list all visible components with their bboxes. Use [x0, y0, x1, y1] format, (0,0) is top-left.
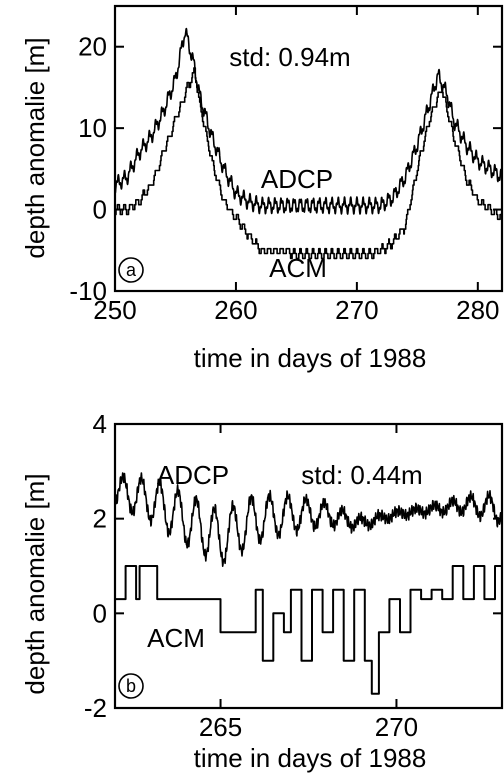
- series-acm-line: [115, 565, 503, 695]
- y-tick-label: 20: [78, 32, 107, 62]
- panel-b-xlabel: time in days of 1988: [194, 743, 427, 773]
- panel-b-adcp-label: ADCP: [157, 460, 229, 490]
- panel-b: depth anomalie [m] -2 0 2 4 265 270 ADCP std…: [20, 409, 504, 773]
- panel-b-frame: [113, 422, 504, 710]
- panel-b-ylabel: depth anomalie [m]: [20, 473, 50, 694]
- y-tick-label: 10: [78, 113, 107, 143]
- x-tick-label: 250: [93, 295, 136, 325]
- panel-b-std-label: std: 0.44m: [301, 460, 422, 490]
- panel-a-badge-text: a: [126, 260, 137, 280]
- x-tick-label: 260: [214, 295, 257, 325]
- panel-b-badge-text: b: [126, 676, 136, 696]
- panel-a-y-ticks: -10 0 10 20: [69, 32, 502, 306]
- y-tick-label: 4: [93, 409, 107, 439]
- panel-a-x-ticks: 250 260 270 280: [93, 6, 500, 325]
- x-tick-label: 270: [375, 712, 418, 742]
- panel-b-x-ticks: 265 270: [199, 424, 418, 742]
- y-tick-label: 2: [93, 504, 107, 534]
- series-acm-line: [114, 67, 502, 260]
- panel-b-badge-circle: [118, 673, 144, 699]
- panel-a-frame: [113, 4, 504, 293]
- panel-a-adcp-label: ADCP: [261, 164, 333, 194]
- panel-b-series: [114, 472, 503, 695]
- panel-a: depth anomalie [m] -10 0 10 20 250 260 270 280…: [20, 4, 504, 373]
- y-tick-label: -10: [69, 276, 107, 306]
- y-tick-label: -2: [84, 693, 107, 723]
- panel-a-badge-circle: [118, 257, 144, 283]
- x-tick-label: 280: [456, 295, 499, 325]
- series-adcp-line: [114, 27, 503, 215]
- x-tick-label: 270: [335, 295, 378, 325]
- y-tick-label: 0: [93, 195, 107, 225]
- panel-a-badge: a: [118, 257, 144, 283]
- series-adcp-line: [114, 472, 503, 567]
- y-tick-label: 0: [93, 598, 107, 628]
- panel-a-acm-label: ACM: [269, 253, 327, 283]
- panel-a-series: [114, 27, 503, 260]
- panel-b-badge: b: [118, 673, 144, 699]
- panel-b-acm-label: ACM: [147, 623, 205, 653]
- panel-a-std-label: std: 0.94m: [229, 42, 350, 72]
- panel-a-xlabel: time in days of 1988: [194, 343, 427, 373]
- panel-a-ylabel: depth anomalie [m]: [20, 37, 50, 258]
- x-tick-label: 265: [199, 712, 242, 742]
